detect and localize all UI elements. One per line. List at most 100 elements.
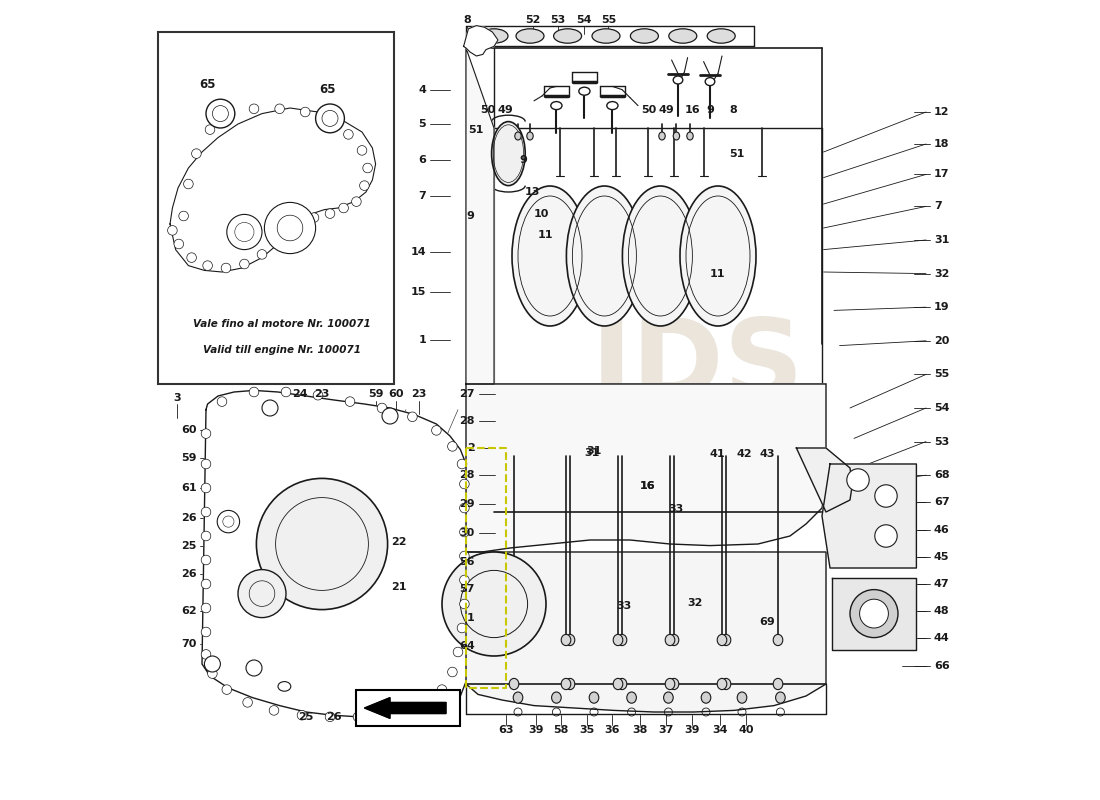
Circle shape [460, 527, 470, 537]
Ellipse shape [492, 122, 525, 186]
Ellipse shape [607, 102, 618, 110]
Circle shape [874, 485, 898, 507]
FancyBboxPatch shape [158, 32, 394, 384]
Text: 26: 26 [327, 712, 342, 722]
Circle shape [408, 412, 417, 422]
Text: 9: 9 [466, 211, 475, 221]
Ellipse shape [527, 132, 534, 140]
Ellipse shape [701, 692, 711, 703]
Circle shape [212, 106, 229, 122]
Text: 21: 21 [392, 582, 407, 592]
Polygon shape [170, 108, 375, 272]
Text: 50: 50 [481, 106, 496, 115]
Circle shape [201, 483, 211, 493]
Text: 16: 16 [639, 482, 656, 491]
Circle shape [275, 104, 285, 114]
Text: 9: 9 [519, 155, 528, 165]
Circle shape [202, 261, 212, 270]
Text: 40: 40 [738, 725, 754, 734]
Text: 53: 53 [934, 437, 949, 446]
Ellipse shape [669, 678, 679, 690]
Ellipse shape [666, 634, 674, 646]
Text: IDS: IDS [591, 314, 805, 422]
Circle shape [206, 99, 234, 128]
Polygon shape [463, 26, 498, 56]
Text: 37: 37 [658, 725, 673, 734]
Text: 62: 62 [180, 606, 197, 616]
Text: 1: 1 [468, 613, 475, 622]
Text: 27: 27 [460, 389, 475, 398]
Circle shape [226, 109, 234, 118]
Circle shape [326, 712, 334, 722]
Circle shape [442, 552, 546, 656]
Text: 20: 20 [934, 336, 949, 346]
Circle shape [250, 104, 258, 114]
Text: 51: 51 [469, 125, 484, 134]
Polygon shape [822, 464, 916, 568]
Text: 31: 31 [586, 446, 602, 456]
Circle shape [326, 209, 334, 218]
Circle shape [458, 623, 466, 633]
Text: 41: 41 [710, 450, 726, 459]
Ellipse shape [659, 132, 666, 140]
Polygon shape [832, 578, 916, 650]
Text: 67: 67 [934, 498, 949, 507]
Circle shape [377, 403, 387, 413]
Ellipse shape [512, 186, 588, 326]
Circle shape [217, 510, 240, 533]
Ellipse shape [737, 692, 747, 703]
Circle shape [850, 590, 898, 638]
Circle shape [179, 211, 188, 221]
Ellipse shape [480, 29, 508, 43]
Circle shape [201, 555, 211, 565]
Circle shape [343, 130, 353, 139]
Circle shape [257, 250, 267, 259]
Text: 50: 50 [641, 106, 657, 115]
Circle shape [431, 426, 441, 435]
Ellipse shape [515, 132, 521, 140]
Circle shape [297, 710, 307, 720]
Text: 4: 4 [418, 85, 426, 94]
Text: 61: 61 [180, 483, 197, 493]
Ellipse shape [509, 634, 519, 646]
Text: 54: 54 [934, 403, 949, 413]
Text: 19: 19 [934, 302, 949, 312]
Circle shape [290, 221, 300, 230]
Ellipse shape [630, 29, 659, 43]
Ellipse shape [773, 678, 783, 690]
Polygon shape [466, 48, 494, 384]
Ellipse shape [551, 692, 561, 703]
Text: 68: 68 [934, 470, 949, 480]
Ellipse shape [707, 29, 735, 43]
Text: 16: 16 [639, 482, 656, 491]
Text: 66: 66 [934, 661, 949, 670]
Polygon shape [796, 448, 852, 512]
Text: 34: 34 [712, 725, 727, 734]
Circle shape [360, 181, 370, 190]
Text: 70: 70 [182, 639, 197, 649]
Text: 3: 3 [174, 393, 182, 402]
Circle shape [240, 259, 250, 269]
Text: 18: 18 [934, 139, 949, 149]
Ellipse shape [613, 634, 623, 646]
Text: 60: 60 [388, 390, 404, 399]
Ellipse shape [776, 692, 785, 703]
Circle shape [187, 253, 197, 262]
Text: 16: 16 [684, 106, 700, 115]
Circle shape [264, 202, 316, 254]
Ellipse shape [680, 186, 756, 326]
Text: 43: 43 [760, 450, 775, 459]
Text: 65: 65 [199, 78, 216, 91]
Text: 8: 8 [463, 15, 471, 25]
Text: 53: 53 [550, 15, 565, 25]
Polygon shape [466, 384, 826, 552]
Ellipse shape [773, 634, 783, 646]
Circle shape [201, 579, 211, 589]
Text: 11: 11 [538, 230, 553, 240]
Text: 48: 48 [934, 606, 949, 616]
Circle shape [208, 669, 217, 678]
Circle shape [262, 400, 278, 416]
Ellipse shape [722, 634, 730, 646]
Text: 33: 33 [669, 504, 683, 514]
Ellipse shape [669, 634, 679, 646]
